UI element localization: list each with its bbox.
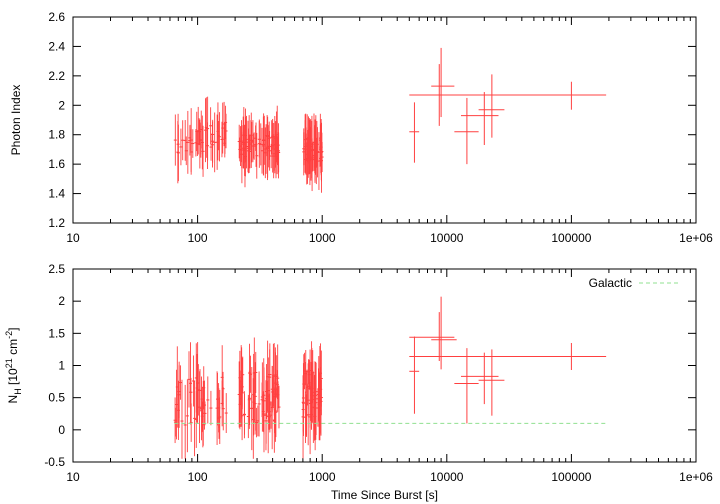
nh-label-exp2: -2 [4,331,14,339]
data-point [409,81,607,110]
y-tick-label: 2 [58,98,65,112]
photon-index-series [409,47,607,165]
y-tick-label: -0.5 [44,455,65,469]
data-point [431,47,455,118]
nh-label-base: N [6,395,20,404]
y-tick-label: 1.2 [48,216,65,230]
data-point [478,349,505,416]
nh-label-exp1: 21 [4,358,14,368]
x-tick-label: 100000 [551,470,591,484]
y-tick-label: 2 [58,294,65,308]
nh-label-sub: H [13,388,23,395]
nh-label-mid2: cm [6,339,20,358]
y-tick-label: 1.4 [48,187,65,201]
x-tick-label: 100 [188,470,208,484]
y-tick-label: 2.6 [48,10,65,24]
nh-ticks: 10 100 1000 10000 100000 1e+06 -0.5 0 0.5 1 1.5 2 2.… [44,262,713,484]
nh-label-mid: [10 [6,368,20,388]
photon-index-plot-frame [72,16,697,224]
y-tick-label: 2.5 [48,262,65,276]
x-tick-label: 1000 [309,231,336,245]
data-point [454,97,479,165]
y-tick-label: 0.5 [48,391,65,405]
x-tick-label: 100000 [551,231,591,245]
x-tick-label: 100 [188,231,208,245]
nh-panel: 10 100 1000 10000 100000 1e+06 -0.5 0 0.5 1 1.5 2 2.… [4,262,713,502]
photon-index-panel: 10 100 1000 10000 100000 1e+06 1.2 1.4 1.6 1.8 2 2.… [9,10,713,245]
nh-label-end: ] [6,328,20,331]
y-tick-label: 1.5 [48,326,65,340]
photon-index-axis-label: Photon Index [9,85,23,156]
data-point [409,342,607,371]
x-tick-label: 10 [66,470,80,484]
data-point [454,348,479,424]
y-tick-label: 1.8 [48,128,65,142]
time-axis-label: Time Since Burst [s] [331,488,438,502]
data-point [409,312,455,361]
y-tick-label: 1 [58,359,65,373]
data-point [409,336,420,414]
photon-index-early-measurements [173,96,324,193]
data-point [478,74,505,138]
nh-early-measurements [173,337,323,459]
photon-index-ticks: 10 100 1000 10000 100000 1e+06 1.2 1.4 1.6 1.8 2 2.… [48,10,713,245]
legend-label-galactic: Galactic [589,276,632,290]
x-tick-label: 1000 [309,470,336,484]
nh-axis-label: NH [1021 cm-2] [4,328,23,404]
y-tick-label: 1.6 [48,157,65,171]
legend: Galactic [589,276,681,290]
data-point [409,102,420,163]
y-tick-label: 2.4 [48,39,65,53]
y-tick-label: 2.2 [48,69,65,83]
x-tick-label: 10000 [430,470,464,484]
x-tick-label: 10000 [430,231,464,245]
data-point [431,296,457,370]
x-tick-label: 1e+06 [679,470,713,484]
nh-plot-frame [72,268,697,463]
y-tick-label: 0 [58,423,65,437]
nh-series [409,296,607,424]
x-tick-label: 10 [66,231,80,245]
x-tick-label: 1e+06 [679,231,713,245]
